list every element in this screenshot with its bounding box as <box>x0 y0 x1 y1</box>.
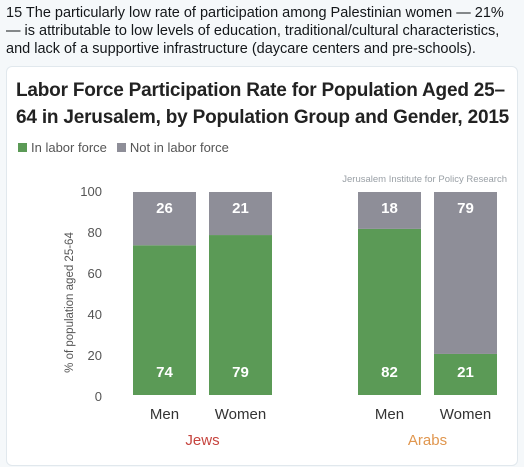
chart-source: Jerusalem Institute for Policy Research <box>342 174 507 185</box>
group-label-arabs: Arabs <box>408 432 447 449</box>
bar-value-label: 79 <box>457 200 474 217</box>
bar-in-labor-force <box>133 245 196 395</box>
chart-card[interactable]: Labor Force Participation Rate for Popul… <box>6 66 518 466</box>
y-axis-label: % of population aged 25-64 <box>64 232 76 373</box>
bar-not-in-labor-force <box>358 192 421 229</box>
y-tick-label: 0 <box>95 389 102 404</box>
bar-value-label: 21 <box>232 200 249 217</box>
bar-in-labor-force <box>209 235 272 395</box>
bar-value-label: 18 <box>381 200 398 217</box>
bar-value-label: 74 <box>156 364 173 381</box>
y-tick-label: 20 <box>88 348 102 363</box>
bar-not-in-labor-force <box>133 192 196 246</box>
chart-title: Labor Force Participation Rate for Popul… <box>16 80 510 128</box>
y-tick-label: 40 <box>88 307 102 322</box>
bar-chart: 0 20 40 60 80 100 % of population aged 25-64 74… <box>64 184 497 449</box>
bar-value-label: 79 <box>232 364 249 381</box>
bar-not-in-labor-force <box>209 192 272 236</box>
x-tick-label: Women <box>215 406 266 423</box>
bar-in-labor-force <box>358 228 421 395</box>
legend-label-not-in-labor-force: Not in labor force <box>129 140 229 155</box>
y-tick-label: 80 <box>88 225 102 240</box>
chart-legend: In labor force Not in labor force <box>18 140 229 155</box>
bar-value-label: 21 <box>457 364 474 381</box>
legend-swatch-in-labor-force <box>18 143 27 152</box>
group-label-jews: Jews <box>185 432 219 449</box>
bar-in-labor-force <box>434 353 497 395</box>
bar-value-label: 82 <box>381 364 398 381</box>
x-tick-label: Women <box>440 406 491 423</box>
y-tick-label: 100 <box>80 184 102 199</box>
x-tick-label: Men <box>150 406 179 423</box>
legend-label-in-labor-force: In labor force <box>31 140 107 155</box>
legend-swatch-not-in-labor-force <box>116 143 126 152</box>
y-tick-label: 60 <box>88 266 102 281</box>
bar-not-in-labor-force <box>434 192 497 354</box>
x-tick-label: Men <box>375 406 404 423</box>
legend-item-not-in-labor-force: Not in labor force <box>116 140 229 155</box>
legend-item-in-labor-force: In labor force <box>18 140 107 155</box>
bar-value-label: 26 <box>156 200 173 217</box>
tweet-text: 15 The particularly low rate of particip… <box>6 5 504 57</box>
